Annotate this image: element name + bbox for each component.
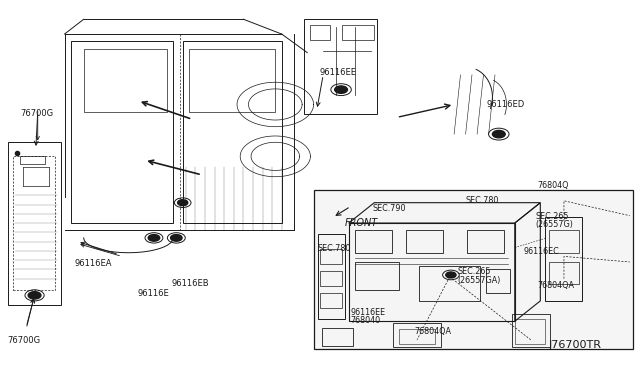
Text: 96116EE: 96116EE xyxy=(351,308,386,317)
Text: J76700TR: J76700TR xyxy=(548,340,602,350)
Text: 76804QA: 76804QA xyxy=(415,327,451,336)
Text: (26557GA): (26557GA) xyxy=(458,276,500,285)
Circle shape xyxy=(335,86,348,93)
Text: 96116EC: 96116EC xyxy=(523,247,559,256)
Text: 768040: 768040 xyxy=(351,316,381,325)
Circle shape xyxy=(177,200,188,206)
Text: 76700G: 76700G xyxy=(20,109,53,118)
Circle shape xyxy=(446,272,456,278)
Text: SEC.790: SEC.790 xyxy=(372,205,406,214)
Text: FRONT: FRONT xyxy=(344,218,378,228)
Text: SEC.780: SEC.780 xyxy=(466,196,499,205)
Text: 96116EB: 96116EB xyxy=(172,279,209,288)
Text: 96116EE: 96116EE xyxy=(320,68,357,77)
Circle shape xyxy=(148,235,160,241)
Text: SEC.780: SEC.780 xyxy=(317,244,351,253)
Text: 96116EA: 96116EA xyxy=(74,259,111,268)
Polygon shape xyxy=(314,190,633,349)
Text: 76804Q: 76804Q xyxy=(537,181,568,190)
Circle shape xyxy=(171,235,182,241)
Text: 96116ED: 96116ED xyxy=(486,100,524,109)
Text: 96116E: 96116E xyxy=(138,289,170,298)
Circle shape xyxy=(28,292,41,299)
Text: 76804QA: 76804QA xyxy=(537,281,574,290)
Circle shape xyxy=(492,131,505,138)
Text: (26557G): (26557G) xyxy=(536,221,573,230)
Text: 76700G: 76700G xyxy=(7,336,40,346)
Text: SEC.265: SEC.265 xyxy=(536,212,570,221)
Text: SEC.265: SEC.265 xyxy=(458,267,491,276)
